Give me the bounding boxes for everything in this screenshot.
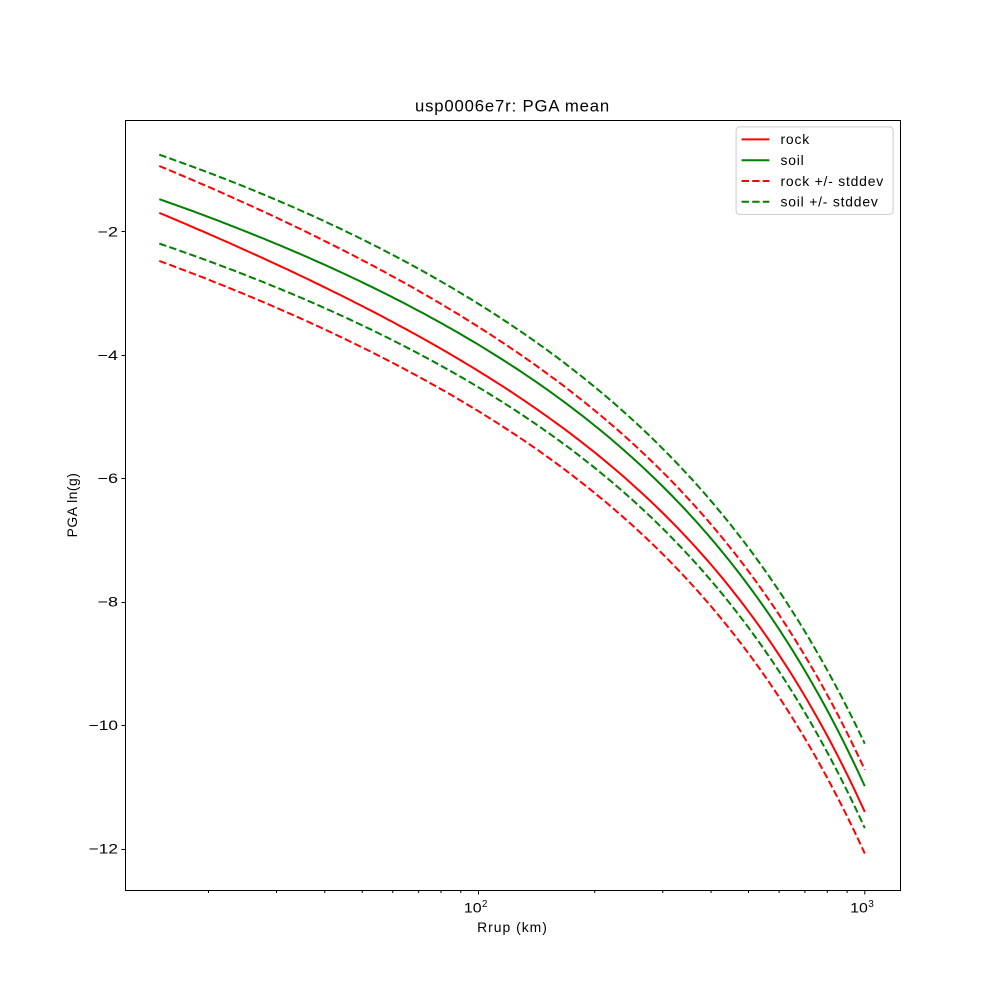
- svg-text:rock: rock: [781, 131, 810, 147]
- svg-text:soil +/- stddev: soil +/- stddev: [781, 194, 879, 210]
- svg-text:2: 2: [482, 899, 488, 910]
- svg-text:−8: −8: [98, 594, 119, 610]
- svg-text:−12: −12: [89, 841, 119, 857]
- svg-text:−10: −10: [89, 717, 119, 733]
- svg-text:Rrup (km): Rrup (km): [477, 919, 548, 935]
- svg-text:−6: −6: [98, 470, 119, 486]
- svg-text:usp0006e7r: PGA mean: usp0006e7r: PGA mean: [415, 96, 610, 115]
- svg-text:−4: −4: [98, 347, 119, 363]
- svg-text:PGA ln(g): PGA ln(g): [64, 473, 80, 538]
- svg-text:10: 10: [850, 900, 868, 916]
- svg-text:rock +/- stddev: rock +/- stddev: [781, 173, 884, 189]
- svg-text:soil: soil: [781, 152, 805, 168]
- svg-text:10: 10: [464, 900, 482, 916]
- svg-text:−2: −2: [98, 223, 119, 239]
- svg-text:3: 3: [868, 899, 874, 910]
